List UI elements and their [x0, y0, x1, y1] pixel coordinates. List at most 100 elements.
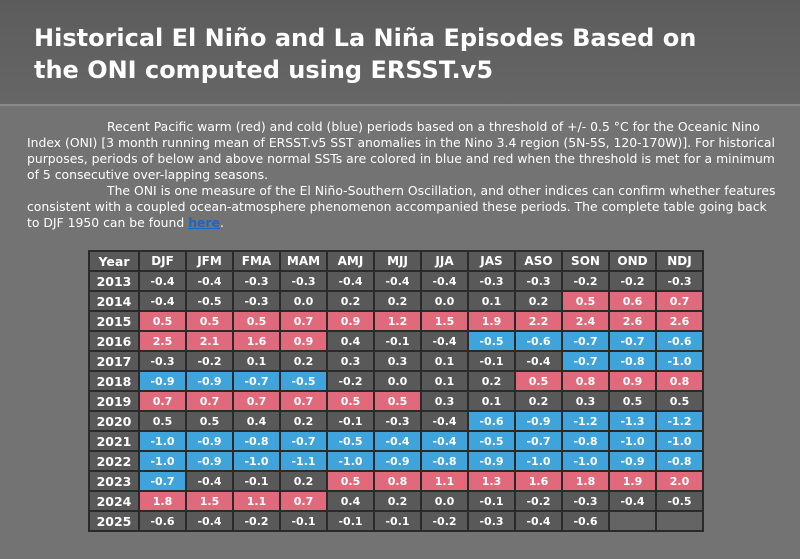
oni-cell: 0.7: [655, 290, 704, 312]
oni-cell: -0.4: [420, 430, 469, 452]
oni-cell: -0.2: [232, 510, 281, 532]
oni-cell: -1.0: [655, 350, 704, 372]
oni-cell: 0.7: [279, 490, 328, 512]
year-cell: 2017: [88, 350, 140, 372]
oni-cell: 0.5: [326, 470, 375, 492]
oni-cell: 0.8: [655, 370, 704, 392]
oni-cell: -0.5: [655, 490, 704, 512]
oni-cell: -0.1: [467, 350, 516, 372]
table-row: 2020 0.5 0.5 0.4 0.2 -0.1 -0.3 -0.4 -0.6 -0.9 -1.2…: [88, 410, 704, 432]
intro-paragraph: The ONI is one measure of the El Niño-So…: [27, 183, 779, 231]
oni-cell: 2.4: [561, 310, 610, 332]
oni-cell: -0.8: [561, 430, 610, 452]
oni-cell: -0.1: [326, 410, 375, 432]
oni-cell: -0.3: [279, 270, 328, 292]
oni-cell: -0.4: [420, 270, 469, 292]
oni-cell: 2.1: [185, 330, 234, 352]
oni-cell: -1.0: [138, 430, 187, 452]
oni-cell: -0.8: [232, 430, 281, 452]
oni-cell: -0.9: [138, 370, 187, 392]
oni-cell: -0.4: [373, 270, 422, 292]
oni-cell: -1.1: [279, 450, 328, 472]
title-bar: Historical El Niño and La Niña Episodes …: [0, 0, 800, 106]
oni-cell: 1.1: [420, 470, 469, 492]
oni-cell: -0.2: [326, 370, 375, 392]
table-row: 2023 -0.7 -0.4 -0.1 0.2 0.5 0.8 1.1 1.3 1.6 1.8 1.9…: [88, 470, 704, 492]
oni-cell: -0.9: [514, 410, 563, 432]
oni-cell: -0.8: [608, 350, 657, 372]
oni-cell: -1.0: [514, 450, 563, 472]
table-row: 2019 0.7 0.7 0.7 0.7 0.5 0.5 0.3 0.1 0.2 0.3 0.5 0.5: [88, 390, 704, 412]
oni-cell: -0.3: [467, 510, 516, 532]
oni-cell: 0.1: [420, 370, 469, 392]
table-row: 2017 -0.3 -0.2 0.1 0.2 0.3 0.3 0.1 -0.1 -0.4 -0.7-…: [88, 350, 704, 372]
column-header: ASO: [514, 250, 563, 272]
oni-cell: 0.7: [138, 390, 187, 412]
oni-cell: 1.8: [561, 470, 610, 492]
table-row: 2024 1.8 1.5 1.1 0.7 0.4 0.2 0.0 -0.1 -0.2 -0.3 -0.…: [88, 490, 704, 512]
table-row: 2021 -1.0 -0.9 -0.8 -0.7 -0.5 -0.4 -0.4 -0.5 -0.7…: [88, 430, 704, 452]
oni-cell: 0.2: [373, 490, 422, 512]
oni-cell: 0.5: [561, 290, 610, 312]
year-cell: 2021: [88, 430, 140, 452]
oni-cell: -0.1: [467, 490, 516, 512]
oni-cell: -0.9: [608, 450, 657, 472]
oni-cell: 1.9: [608, 470, 657, 492]
column-header: DJF: [138, 250, 187, 272]
column-header: NDJ: [655, 250, 704, 272]
column-header: JFM: [185, 250, 234, 272]
table-row: 2013 -0.4 -0.4 -0.3 -0.3 -0.4 -0.4 -0.4 -0.3 -0.3…: [88, 270, 704, 292]
table-row: 2014 -0.4 -0.5 -0.3 0.0 0.2 0.2 0.0 0.1 0.2 0.5 0.6…: [88, 290, 704, 312]
oni-cell: -0.2: [420, 510, 469, 532]
oni-cell: -0.9: [467, 450, 516, 472]
oni-cell: 0.2: [279, 470, 328, 492]
oni-cell: -1.0: [655, 430, 704, 452]
oni-cell: -0.2: [561, 270, 610, 292]
column-header: JAS: [467, 250, 516, 272]
oni-cell: -0.3: [138, 350, 187, 372]
oni-cell: -0.4: [373, 430, 422, 452]
oni-cell: 1.5: [420, 310, 469, 332]
year-cell: 2022: [88, 450, 140, 472]
link[interactable]: here: [188, 215, 220, 230]
oni-cell: 0.2: [326, 290, 375, 312]
oni-cell: 0.1: [467, 390, 516, 412]
oni-cell: 2.5: [138, 330, 187, 352]
oni-cell: 0.5: [138, 410, 187, 432]
oni-cell: -0.4: [420, 330, 469, 352]
oni-cell: -0.1: [279, 510, 328, 532]
oni-cell: -0.3: [232, 270, 281, 292]
year-cell: 2018: [88, 370, 140, 392]
oni-cell: -0.2: [185, 350, 234, 372]
oni-cell: -0.4: [185, 470, 234, 492]
page-title: Historical El Niño and La Niña Episodes …: [34, 24, 697, 84]
oni-cell: 0.5: [608, 390, 657, 412]
intro-paragraph: Recent Pacific warm (red) and cold (blue…: [27, 119, 775, 182]
oni-cell: 1.1: [232, 490, 281, 512]
oni-cell: -1.0: [608, 430, 657, 452]
oni-cell: 0.3: [373, 350, 422, 372]
oni-cell: 0.2: [514, 290, 563, 312]
oni-cell: -1.2: [561, 410, 610, 432]
oni-cell: -0.9: [373, 450, 422, 472]
oni-cell: -0.7: [608, 330, 657, 352]
oni-cell: 0.2: [373, 290, 422, 312]
oni-cell: 0.5: [232, 310, 281, 332]
oni-cell: -0.6: [561, 510, 610, 532]
table-row: 2015 0.5 0.5 0.5 0.7 0.9 1.2 1.5 1.9 2.2 2.4 2.6 2.6: [88, 310, 704, 332]
year-cell: 2015: [88, 310, 140, 332]
oni-cell: 0.9: [279, 330, 328, 352]
oni-cell: -1.0: [232, 450, 281, 472]
oni-cell: -0.5: [326, 430, 375, 452]
column-header: Year: [88, 250, 140, 272]
text: The ONI is one measure of the El Niño-So…: [27, 183, 776, 230]
table-row: 2016 2.5 2.1 1.6 0.9 0.4 -0.1 -0.4 -0.5 -0.6 -0.7-…: [88, 330, 704, 352]
oni-cell: -0.5: [467, 430, 516, 452]
year-cell: 2013: [88, 270, 140, 292]
column-header: FMA: [232, 250, 281, 272]
oni-cell: -0.6: [514, 330, 563, 352]
oni-cell: 0.7: [185, 390, 234, 412]
oni-cell: 0.3: [326, 350, 375, 372]
oni-cell: -0.4: [185, 510, 234, 532]
